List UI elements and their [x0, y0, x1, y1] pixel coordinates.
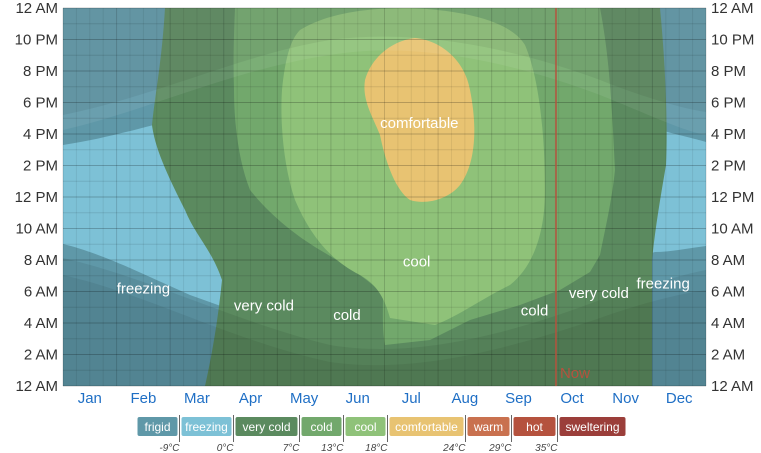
- x-tick-month: Jun: [346, 390, 370, 407]
- region-label: cool: [403, 254, 431, 271]
- legend-threshold: 29°C: [488, 443, 512, 453]
- legend-item-frigid: frigid -9°C: [137, 415, 180, 453]
- legend-threshold: 0°C: [217, 443, 235, 453]
- legend-label: sweltering: [565, 420, 619, 434]
- legend-swatch: [513, 417, 556, 436]
- legend-label: freezing: [185, 420, 228, 434]
- y-tick-left: 12 AM: [15, 0, 58, 17]
- grid-lines: [62, 7, 707, 387]
- y-tick-right: 8 AM: [711, 252, 745, 269]
- legend-threshold: -9°C: [159, 443, 180, 453]
- y-tick-left: 4 PM: [23, 126, 58, 143]
- x-tick-month: Sep: [505, 390, 532, 407]
- legend-threshold: 13°C: [321, 443, 344, 453]
- y-tick-right: 10 PM: [711, 32, 754, 49]
- y-axis-left: 12 AM 2 AM 4 AM 6 AM 8 AM 10 AM 12 PM 2 PM 4 PM 6…: [15, 0, 58, 395]
- y-tick-left: 2 PM: [23, 158, 58, 175]
- x-tick-month: Aug: [452, 390, 479, 407]
- x-tick-month: Mar: [184, 390, 210, 407]
- legend-item-cold: cold 13°C: [301, 415, 344, 453]
- y-tick-left: 12 PM: [15, 189, 58, 206]
- region-label: freezing: [636, 276, 689, 293]
- legend-swatch: [301, 417, 342, 436]
- twilight-shade-top: [63, 8, 706, 115]
- region-label: very cold: [569, 285, 629, 302]
- plot-area: [63, 8, 706, 386]
- y-tick-right: 2 PM: [711, 158, 746, 175]
- y-tick-right: 8 PM: [711, 63, 746, 80]
- legend-label: hot: [526, 420, 543, 434]
- legend-item-cool: cool 18°C: [345, 415, 388, 453]
- legend-swatch: [389, 417, 464, 436]
- y-tick-left: 8 PM: [23, 63, 58, 80]
- legend-label: cold: [310, 420, 332, 434]
- x-tick-month: May: [290, 390, 319, 407]
- legend-item-sweltering: sweltering: [559, 417, 626, 436]
- legend-label: warm: [473, 420, 503, 434]
- legend-threshold: 7°C: [283, 443, 301, 453]
- y-axis-right: 12 AM 2 AM 4 AM 6 AM 8 AM 10 AM 12 PM 2 PM 4 PM 6…: [711, 0, 754, 395]
- legend-threshold: 35°C: [535, 443, 558, 453]
- x-tick-month: Dec: [666, 390, 693, 407]
- daylight-shade-upper: [63, 8, 706, 135]
- x-tick-month: Oct: [560, 390, 584, 407]
- y-tick-right: 6 PM: [711, 95, 746, 112]
- legend-swatch: [559, 417, 626, 436]
- y-tick-left: 10 AM: [15, 221, 58, 238]
- y-tick-left: 10 PM: [15, 32, 58, 49]
- legend-item-hot: hot 35°C: [513, 415, 558, 453]
- y-tick-right: 12 PM: [711, 189, 754, 206]
- x-tick-month: Nov: [612, 390, 639, 407]
- y-tick-right: 4 AM: [711, 315, 745, 332]
- legend-swatch: [467, 417, 510, 436]
- daylight-shade-lower: [63, 258, 706, 386]
- region-label: comfortable: [380, 115, 458, 132]
- y-tick-left: 12 AM: [15, 378, 58, 395]
- y-tick-right: 12 AM: [711, 0, 754, 17]
- x-tick-month: Jul: [402, 390, 421, 407]
- legend-item-freezing: freezing 0°C: [181, 415, 235, 453]
- x-axis: Jan Feb Mar Apr May Jun Jul Aug Sep Oct Nov Dec: [78, 390, 693, 407]
- legend-swatch: [345, 417, 386, 436]
- twilight-shade-bottom: [63, 275, 706, 386]
- x-tick-month: Apr: [239, 390, 262, 407]
- legend-threshold: 24°C: [442, 443, 466, 453]
- y-tick-right: 12 AM: [711, 378, 754, 395]
- now-label: Now: [560, 365, 590, 382]
- y-tick-left: 6 PM: [23, 95, 58, 112]
- y-tick-left: 8 AM: [24, 252, 58, 269]
- legend-label: very cold: [242, 420, 290, 434]
- now-marker: Now: [554, 8, 590, 386]
- x-tick-month: Feb: [130, 390, 156, 407]
- legend-swatch: [137, 417, 178, 436]
- legend: frigid -9°C freezing 0°C very cold 7°C cold 13°…: [137, 415, 626, 453]
- y-tick-right: 4 PM: [711, 126, 746, 143]
- legend-swatch: [235, 417, 298, 436]
- y-tick-right: 6 AM: [711, 284, 745, 301]
- legend-item-very-cold: very cold 7°C: [235, 415, 301, 453]
- region-label: cold: [521, 302, 549, 319]
- y-tick-right: 10 AM: [711, 221, 754, 238]
- band-comfortable: [364, 38, 475, 202]
- y-tick-right: 2 AM: [711, 347, 745, 364]
- legend-swatch: [181, 417, 232, 436]
- region-label: very cold: [234, 298, 294, 315]
- legend-threshold: 18°C: [365, 443, 388, 453]
- y-tick-left: 2 AM: [24, 347, 58, 364]
- legend-label: comfortable: [395, 420, 458, 434]
- y-tick-left: 6 AM: [24, 284, 58, 301]
- legend-label: frigid: [144, 420, 170, 434]
- legend-label: cool: [354, 420, 376, 434]
- x-tick-month: Jan: [78, 390, 102, 407]
- legend-item-comfortable: comfortable 24°C: [389, 415, 466, 453]
- y-tick-left: 4 AM: [24, 315, 58, 332]
- legend-item-warm: warm 29°C: [467, 415, 512, 453]
- region-label: freezing: [117, 280, 170, 297]
- region-labels: comfortable cool freezing very cold cold cold…: [117, 115, 690, 324]
- region-label: cold: [333, 307, 361, 324]
